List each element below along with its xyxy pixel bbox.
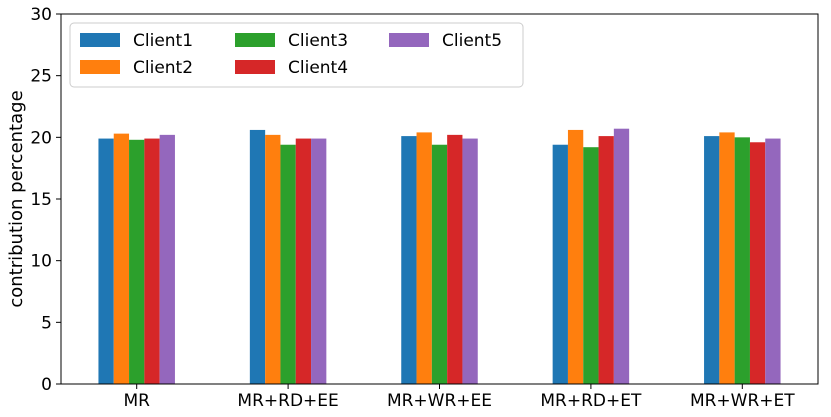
bar-client2-3	[567, 129, 584, 384]
bar-client4-0	[144, 138, 160, 384]
x-axis: MR MR+RD+EE MR+WR+EE MR+RD+ET MR+WR+ET	[123, 384, 795, 411]
bar-client1-3	[552, 144, 568, 384]
y-axis: 0 5 10 15 20 25 30	[30, 5, 61, 395]
bar-client2-1	[265, 134, 281, 384]
y-tick-label: 20	[30, 128, 52, 148]
bar-client4-2	[447, 134, 463, 384]
bar-client3-3	[583, 147, 599, 384]
y-tick-label: 0	[41, 375, 52, 395]
y-tick-label: 10	[30, 252, 52, 272]
legend-label-client2: Client2	[133, 58, 193, 78]
legend-swatch-client4	[235, 60, 275, 74]
legend-swatch-client3	[235, 33, 275, 47]
bars-layer	[98, 128, 781, 384]
bar-client1-0	[98, 138, 114, 384]
bar-client5-3	[613, 128, 630, 384]
bar-client2-0	[113, 133, 130, 384]
y-tick-label: 5	[41, 313, 52, 333]
bar-client4-4	[749, 142, 766, 384]
bar-client5-1	[311, 138, 327, 384]
y-axis-label: contribution percentage	[6, 90, 27, 307]
legend-swatch-client1	[80, 33, 120, 47]
bar-client5-4	[765, 138, 781, 384]
legend-swatch-client5	[389, 33, 429, 47]
bar-client3-4	[734, 137, 750, 384]
x-tick-label: MR	[123, 391, 150, 411]
legend-label-client5: Client5	[442, 31, 502, 51]
legend-swatch-client2	[80, 60, 120, 74]
bar-client1-2	[401, 136, 417, 384]
x-tick-label: MR+RD+ET	[540, 391, 642, 411]
bar-client1-1	[249, 129, 266, 384]
bar-client3-2	[431, 144, 448, 384]
legend-label-client1: Client1	[133, 31, 193, 51]
x-tick-label: MR+WR+EE	[387, 391, 492, 411]
bar-client3-1	[280, 144, 296, 384]
y-tick-label: 30	[30, 5, 52, 25]
bar-client5-0	[159, 134, 175, 384]
x-tick-label: MR+WR+ET	[690, 391, 795, 411]
bar-client2-2	[416, 132, 432, 384]
plot-frame	[60, 13, 819, 385]
x-tick-label: MR+RD+EE	[237, 391, 338, 411]
bar-client5-2	[462, 138, 478, 384]
bar-client4-1	[295, 138, 312, 384]
legend-label-client3: Client3	[288, 31, 348, 51]
legend-label-client4: Client4	[288, 58, 348, 78]
bar-client2-4	[719, 132, 735, 384]
legend: Client1 Client2 Client3 Client4 Client5	[69, 22, 524, 88]
y-tick-label: 15	[30, 190, 52, 210]
y-tick-label: 25	[30, 67, 52, 87]
bar-client3-0	[129, 139, 145, 384]
bar-client4-3	[598, 136, 614, 384]
bar-client1-4	[704, 136, 720, 384]
